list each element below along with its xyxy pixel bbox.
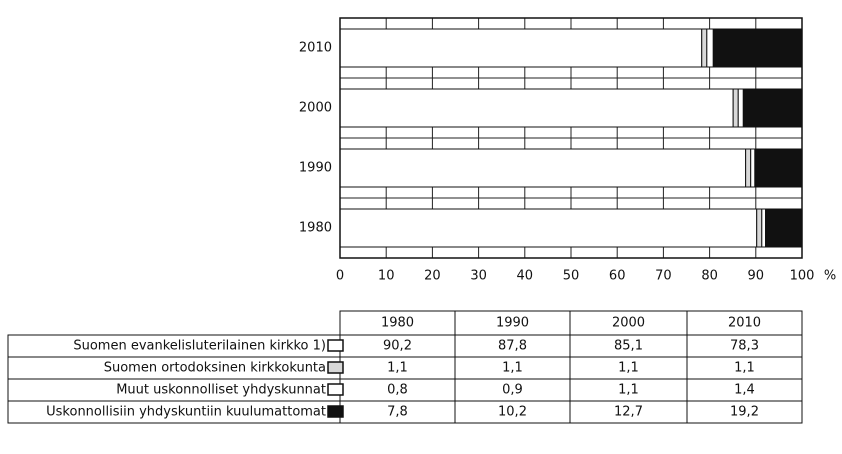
y-tick-label: 2000 [299, 101, 332, 116]
table-cell: 1,4 [734, 383, 755, 398]
bar-segment [732, 88, 739, 128]
table-cell: 1,1 [387, 361, 408, 376]
bar-segment [737, 88, 744, 128]
bar-segment [750, 148, 756, 188]
legend-label: Suomen evankelisluterilainen kirkko 1) [73, 339, 326, 354]
y-tick-label: 1980 [299, 221, 332, 236]
bar-segment [761, 208, 767, 248]
table-cell: 0,8 [387, 383, 408, 398]
x-tick-label: 100 [790, 269, 815, 284]
table-header: 2000 [612, 316, 645, 331]
bar-segment [339, 88, 734, 128]
x-tick-label: 10 [378, 269, 395, 284]
table-cell: 1,1 [734, 361, 755, 376]
x-tick-label: 60 [609, 269, 626, 284]
legend-swatch [327, 361, 344, 374]
bar-segment [339, 148, 747, 188]
table-cell: 85,1 [614, 339, 643, 354]
legend-swatch [327, 339, 344, 352]
x-tick-label: 70 [655, 269, 672, 284]
bar-segment [756, 208, 763, 248]
bar-segment [339, 208, 758, 248]
x-tick-label: 30 [470, 269, 487, 284]
legend-label: Muut uskonnolliset yhdyskunnat [116, 383, 326, 398]
x-tick-label: 50 [563, 269, 580, 284]
x-tick-label: 40 [517, 269, 534, 284]
y-tick-label: 2010 [299, 41, 332, 56]
table-cell: 1,1 [618, 383, 639, 398]
legend-swatch [327, 383, 344, 396]
table-cell: 78,3 [730, 339, 759, 354]
table-cell: 12,7 [614, 405, 643, 420]
legend-label: Suomen ortodoksinen kirkkokunta [104, 361, 326, 376]
bar-segment [754, 148, 803, 188]
table-cell: 1,1 [502, 361, 523, 376]
bar-segment [742, 88, 803, 128]
table-cell: 87,8 [498, 339, 527, 354]
legend-swatch [327, 405, 344, 418]
table-header: 1990 [496, 316, 529, 331]
bar-segment [712, 28, 803, 68]
bar-segment [765, 208, 803, 248]
table-cell: 7,8 [387, 405, 408, 420]
table-cell: 0,9 [502, 383, 523, 398]
x-tick-label: 90 [748, 269, 765, 284]
table-cell: 1,1 [618, 361, 639, 376]
legend-label: Uskonnollisiin yhdyskuntiin kuulumattoma… [46, 405, 326, 420]
bar-segment [701, 28, 708, 68]
y-tick-label: 1990 [299, 161, 332, 176]
x-tick-label: 0 [336, 269, 344, 284]
bar-segment [706, 28, 714, 68]
bar-segment [339, 28, 703, 68]
table-header: 2010 [728, 316, 761, 331]
table-cell: 90,2 [383, 339, 412, 354]
bar-segment [745, 148, 752, 188]
x-tick-label: 20 [424, 269, 441, 284]
plot-frame [339, 17, 803, 259]
table-cell: 19,2 [730, 405, 759, 420]
table-header: 1980 [381, 316, 414, 331]
table-cell: 10,2 [498, 405, 527, 420]
x-tick-label: 80 [701, 269, 718, 284]
x-unit: % [824, 269, 836, 284]
